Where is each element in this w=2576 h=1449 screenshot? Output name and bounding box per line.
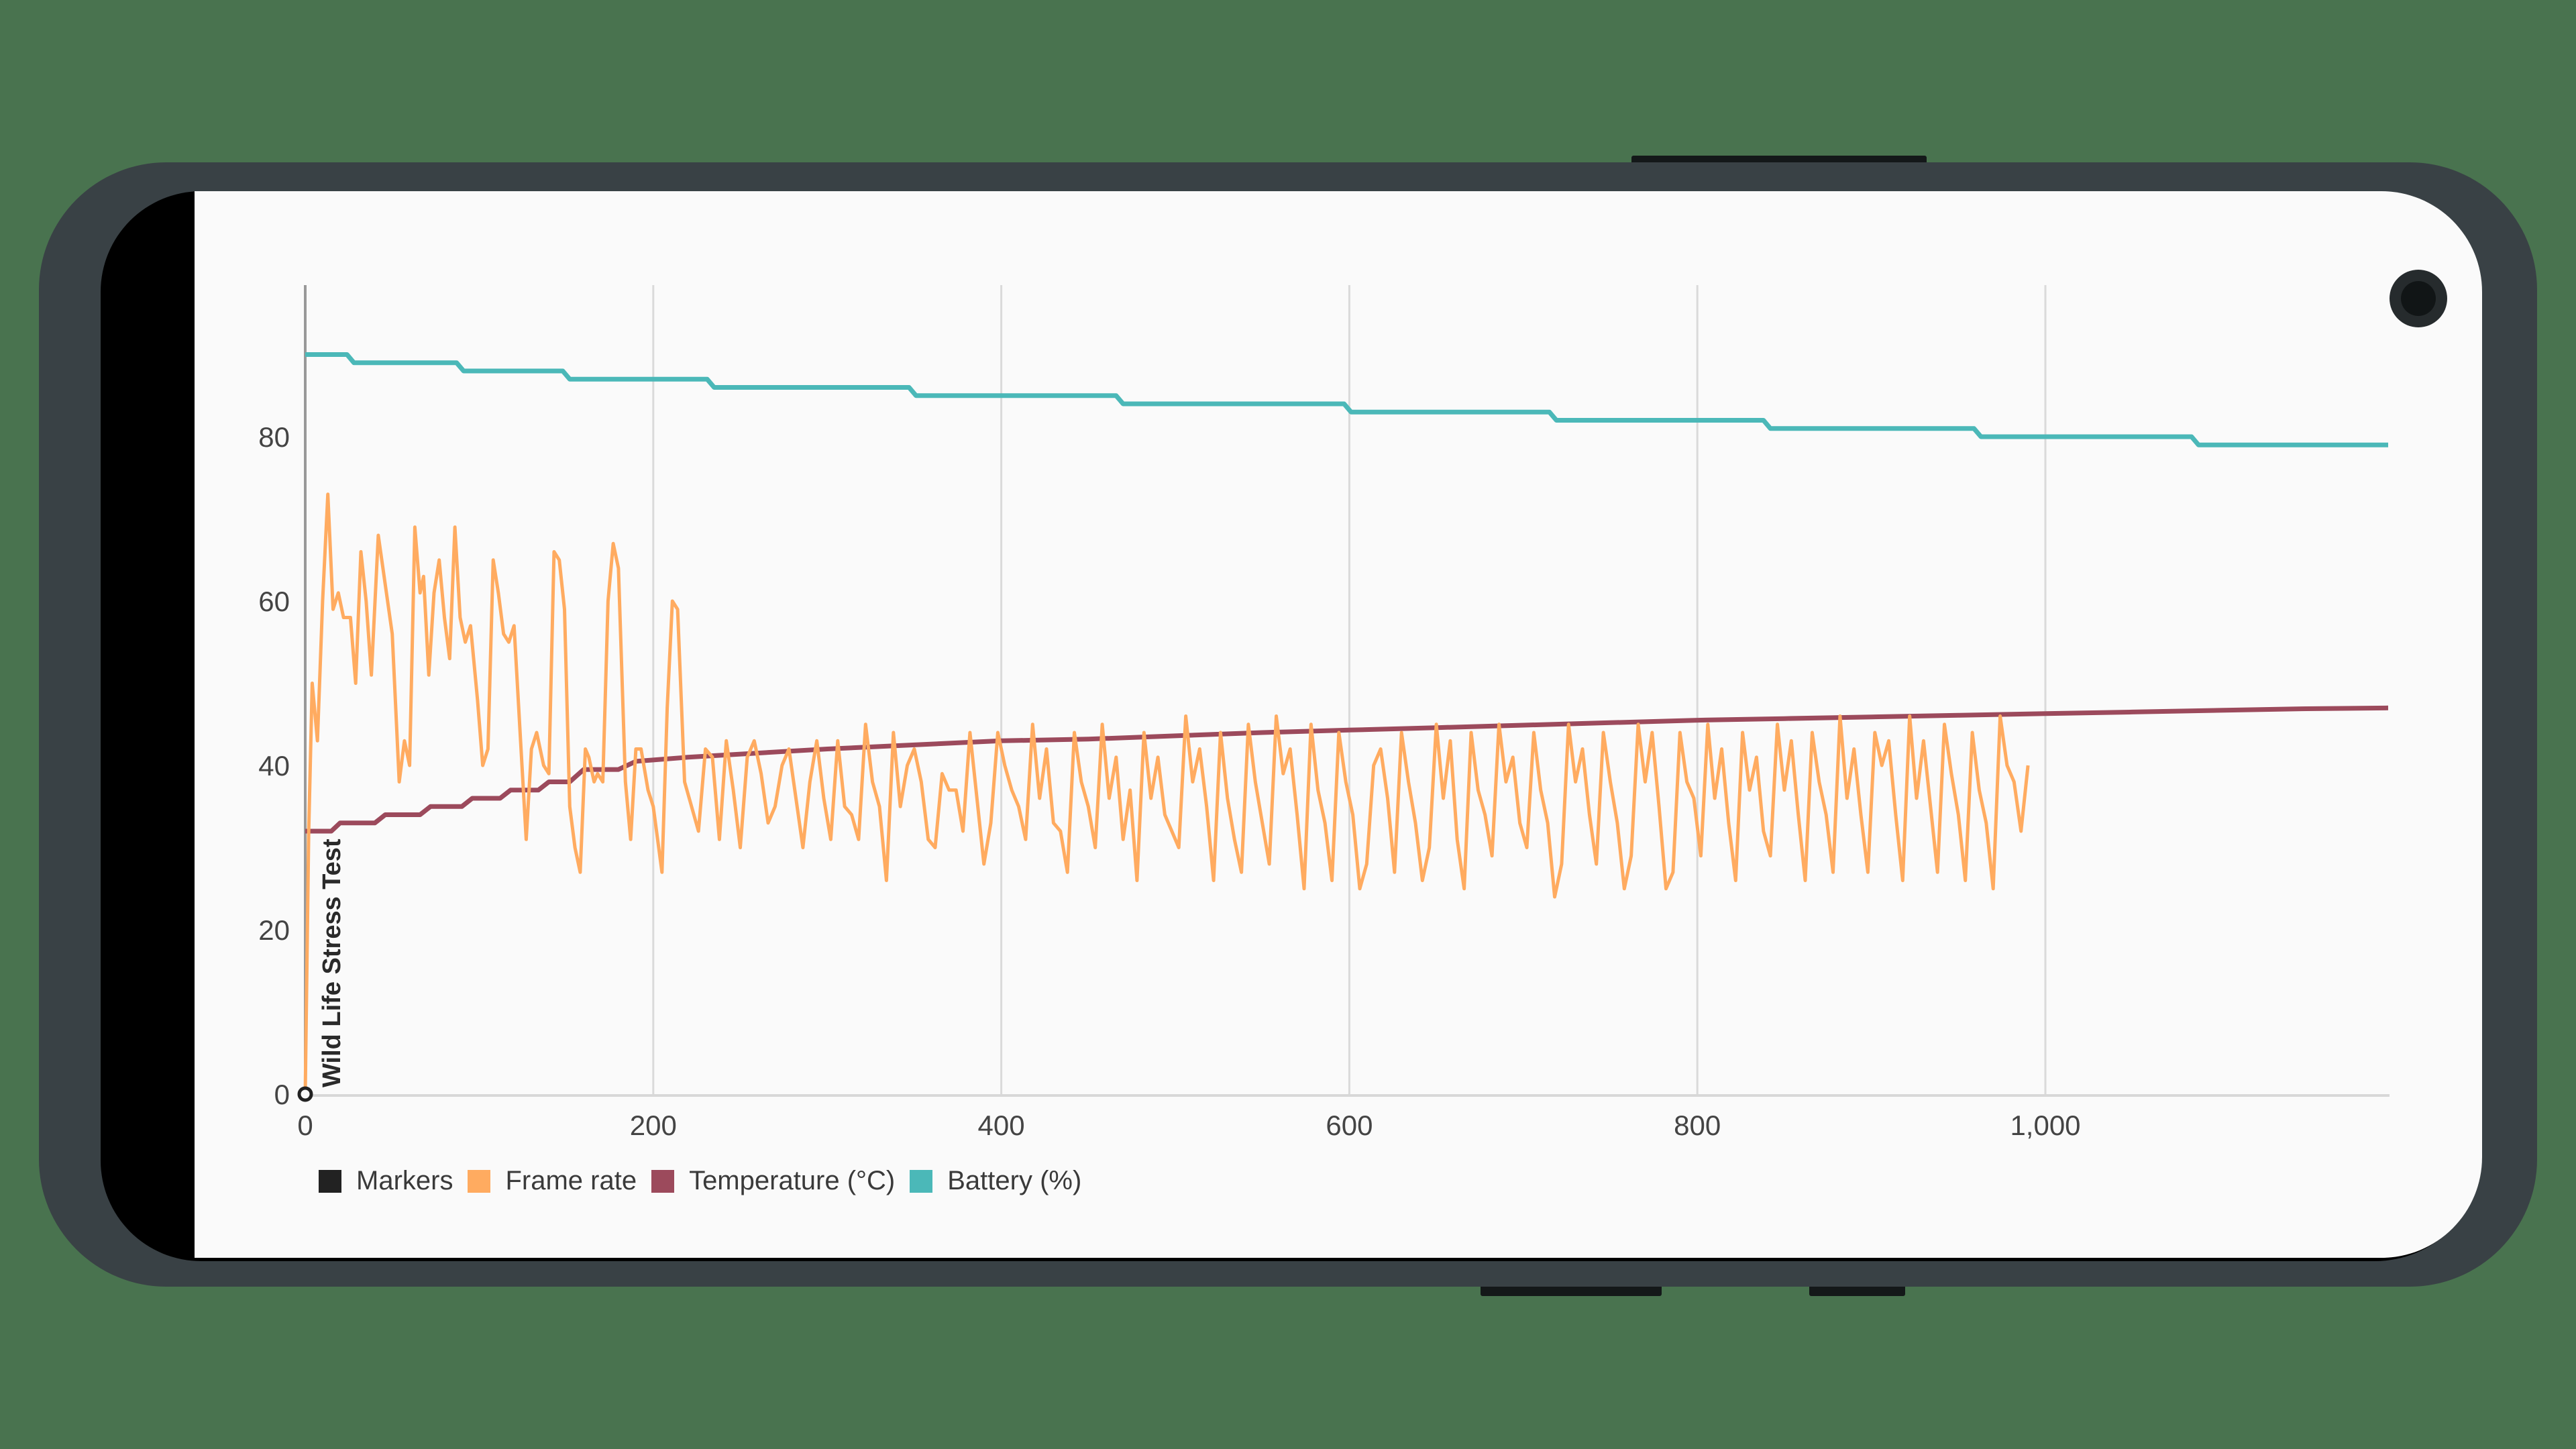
x-tick-label: 400 <box>978 1110 1025 1141</box>
y-tick-label: 80 <box>258 421 290 453</box>
legend-label: Temperature (°C) <box>689 1166 896 1195</box>
legend-item-markers[interactable]: Markers <box>319 1166 453 1196</box>
legend-swatch-battery <box>910 1169 933 1193</box>
y-tick-label: 60 <box>258 586 290 617</box>
x-tick-label: 1,000 <box>2010 1110 2080 1141</box>
legend-item-frame-rate[interactable]: Frame rate <box>468 1166 637 1196</box>
x-tick-label: 200 <box>630 1110 677 1141</box>
y-axis-ticks: 0 20 40 60 80 <box>258 421 290 1110</box>
legend-swatch-markers <box>319 1169 341 1193</box>
series-battery- <box>305 352 2388 447</box>
x-axis-ticks: 0 200 400 600 800 1,000 <box>297 1110 2080 1141</box>
y-tick-label: 40 <box>258 750 290 782</box>
marker-point <box>297 1086 313 1102</box>
chart-series <box>303 352 2389 1095</box>
series-temperature-c- <box>305 705 2389 834</box>
series-frame-rate <box>303 492 2030 1095</box>
x-tick-label: 800 <box>1674 1110 1721 1141</box>
front-camera-icon <box>2390 270 2447 327</box>
legend-swatch-temperature <box>651 1169 675 1193</box>
marker-label: Wild Life Stress Test <box>318 839 346 1087</box>
legend-swatch-frame-rate <box>468 1169 491 1193</box>
legend-label: Markers <box>356 1166 453 1195</box>
x-tick-label: 0 <box>297 1110 313 1141</box>
chart-annotations: Wild Life Stress Test <box>297 839 346 1102</box>
chart-legend: Markers Frame rate Temperature (°C) Batt… <box>319 1166 1096 1196</box>
y-tick-label: 0 <box>274 1079 290 1110</box>
y-tick-label: 20 <box>258 914 290 946</box>
legend-label: Battery (%) <box>947 1166 1082 1195</box>
legend-item-temperature[interactable]: Temperature (°C) <box>651 1166 895 1196</box>
legend-label: Frame rate <box>505 1166 637 1195</box>
legend-item-battery[interactable]: Battery (%) <box>910 1166 1081 1196</box>
x-tick-label: 600 <box>1326 1110 1373 1141</box>
screen <box>195 191 2482 1258</box>
